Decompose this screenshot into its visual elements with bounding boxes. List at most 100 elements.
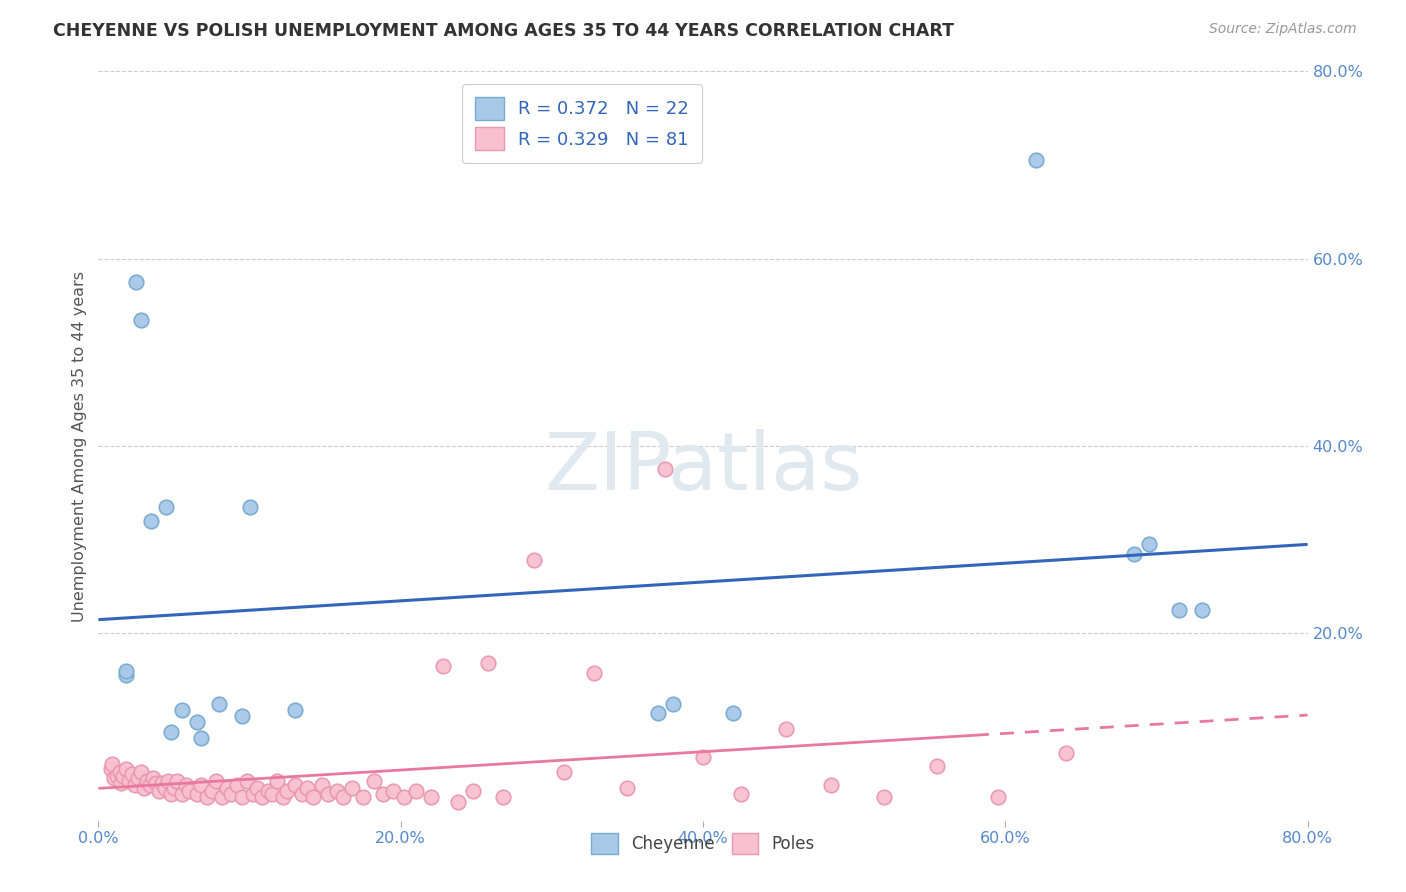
Point — [987, 790, 1010, 805]
Point — [105, 769, 128, 783]
Point — [730, 788, 752, 802]
Legend: Cheyenne, Poles: Cheyenne, Poles — [585, 826, 821, 861]
Point — [352, 790, 374, 805]
Point — [1054, 746, 1077, 760]
Point — [160, 724, 183, 739]
Text: Source: ZipAtlas.com: Source: ZipAtlas.com — [1209, 22, 1357, 37]
Point — [405, 783, 427, 797]
Point — [256, 783, 278, 797]
Point — [523, 553, 546, 567]
Point — [271, 790, 294, 805]
Point — [723, 706, 745, 720]
Point — [221, 788, 243, 802]
Point — [129, 312, 152, 326]
Text: CHEYENNE VS POLISH UNEMPLOYMENT AMONG AGES 35 TO 44 YEARS CORRELATION CHART: CHEYENNE VS POLISH UNEMPLOYMENT AMONG AG… — [53, 22, 955, 40]
Point — [155, 500, 177, 514]
Point — [326, 783, 349, 797]
Point — [363, 774, 385, 789]
Point — [135, 774, 157, 789]
Point — [153, 780, 176, 795]
Point — [201, 783, 224, 797]
Point — [163, 780, 186, 795]
Point — [302, 790, 325, 805]
Point — [927, 759, 949, 773]
Point — [242, 788, 264, 802]
Point — [215, 780, 238, 795]
Point — [583, 665, 606, 680]
Point — [139, 778, 162, 792]
Point — [211, 790, 233, 805]
Point — [125, 275, 148, 289]
Point — [311, 778, 333, 792]
Point — [186, 788, 208, 802]
Point — [114, 762, 136, 776]
Point — [291, 788, 314, 802]
Point — [111, 769, 134, 783]
Point — [141, 514, 163, 528]
Point — [463, 783, 485, 797]
Point — [108, 764, 131, 779]
Point — [1191, 603, 1213, 617]
Point — [492, 790, 515, 805]
Point — [226, 778, 249, 792]
Point — [231, 790, 253, 805]
Point — [208, 697, 231, 711]
Point — [284, 778, 307, 792]
Point — [166, 774, 188, 789]
Point — [284, 703, 307, 717]
Point — [616, 780, 638, 795]
Point — [110, 776, 132, 790]
Point — [647, 706, 669, 720]
Point — [1168, 603, 1191, 617]
Point — [195, 790, 218, 805]
Point — [114, 668, 136, 682]
Point — [432, 659, 454, 673]
Point — [873, 790, 896, 805]
Point — [148, 783, 170, 797]
Point — [1137, 537, 1160, 551]
Point — [661, 697, 683, 711]
Point — [316, 788, 339, 802]
Point — [235, 774, 257, 789]
Point — [160, 788, 183, 802]
Point — [114, 664, 136, 678]
Point — [654, 462, 676, 476]
Point — [129, 764, 152, 779]
Point — [477, 657, 499, 671]
Point — [186, 715, 208, 730]
Point — [239, 500, 262, 514]
Point — [190, 731, 212, 746]
Point — [150, 776, 173, 790]
Point — [231, 708, 253, 723]
Point — [103, 772, 125, 786]
Point — [553, 764, 575, 779]
Point — [392, 790, 415, 805]
Point — [692, 750, 714, 764]
Point — [246, 780, 269, 795]
Point — [100, 762, 122, 776]
Point — [179, 783, 201, 797]
Point — [132, 780, 155, 795]
Point — [332, 790, 354, 805]
Point — [205, 774, 228, 789]
Point — [266, 774, 288, 789]
Point — [447, 795, 470, 809]
Point — [820, 778, 842, 792]
Point — [342, 780, 364, 795]
Point — [250, 790, 273, 805]
Point — [127, 772, 149, 786]
Point — [124, 778, 146, 792]
Point — [145, 776, 167, 790]
Point — [118, 774, 141, 789]
Point — [156, 774, 179, 789]
Point — [142, 772, 165, 786]
Point — [1122, 547, 1144, 561]
Point — [295, 780, 318, 795]
Point — [101, 757, 124, 772]
Point — [170, 703, 193, 717]
Point — [1024, 153, 1046, 168]
Point — [174, 778, 197, 792]
Point — [121, 767, 143, 781]
Point — [190, 778, 212, 792]
Point — [262, 788, 284, 802]
